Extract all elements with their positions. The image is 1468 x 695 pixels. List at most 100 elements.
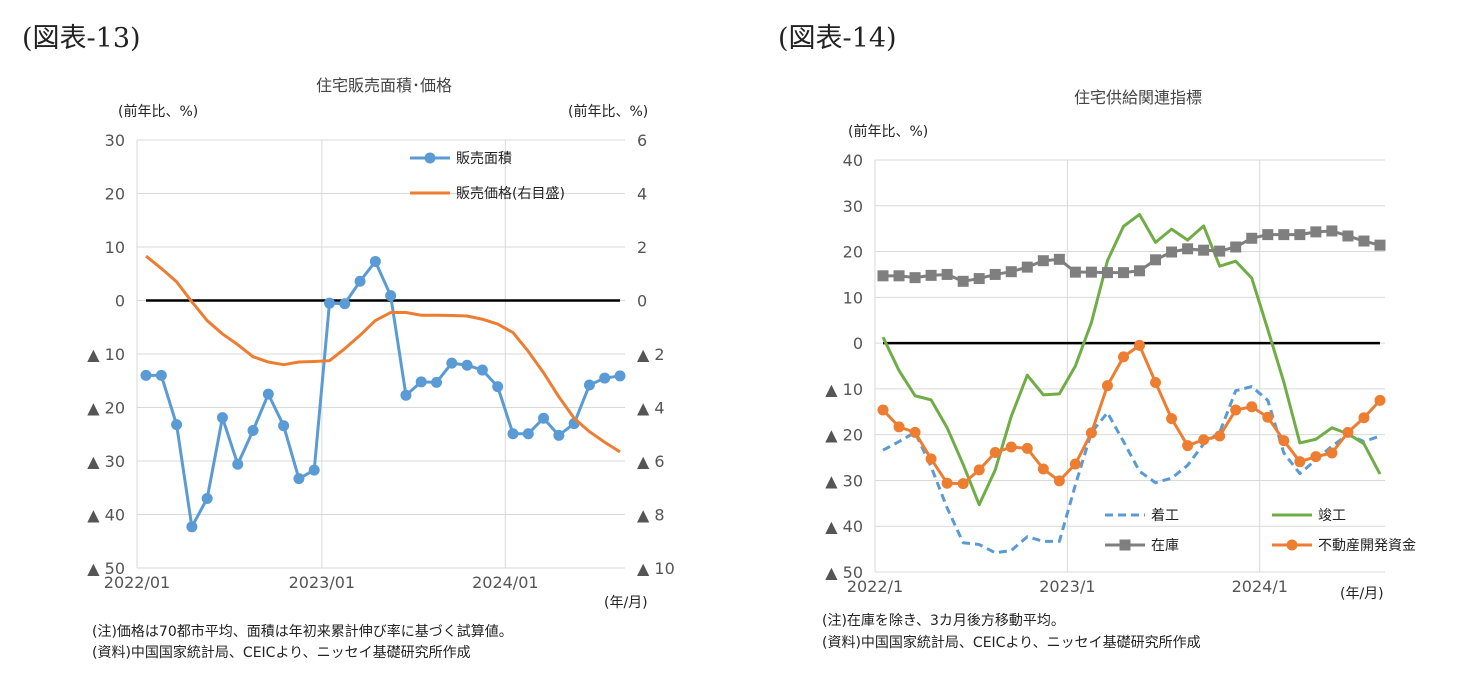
x-axis-label: (年/月) [604,595,648,611]
y-tick-label: ▲ 20 [87,399,125,418]
series-0 [140,255,626,533]
chart-title: 住宅供給関連指標 [1074,88,1202,107]
data-point [492,381,504,393]
x-tick-label: 2024/01 [472,573,538,592]
y-tick-label: ▲ 50 [87,559,125,578]
data-point [1150,376,1162,388]
legend-label: 販売価格(右目盛) [456,186,565,202]
chart-title: 住宅販売面積･価格 [316,76,452,95]
data-point [973,273,985,285]
data-point [909,426,921,438]
data-point [1005,441,1017,453]
data-point [247,425,259,437]
data-point [1021,261,1033,273]
note: (注)在庫を除き、3カ月後方移動平均。 [822,612,1065,629]
y-tick-label: 20 [843,243,863,262]
data-point [1101,380,1113,392]
data-point [323,297,335,309]
y-tick-label: 30 [105,131,125,150]
data-point [1286,539,1298,551]
data-point [476,364,488,376]
data-point [1310,451,1322,463]
y-tick-label: ▲ 50 [825,563,863,582]
data-point [909,272,921,284]
y-tick-label: ▲ 30 [825,471,863,490]
source: (資料)中国国家統計局、CEICより、ニッセイ基礎研究所作成 [92,644,471,661]
source: (資料)中国国家統計局、CEICより、ニッセイ基礎研究所作成 [822,634,1201,651]
data-point [522,428,534,440]
data-point [232,458,244,470]
data-point [538,412,550,424]
data-point [1021,442,1033,454]
y-right-tick-label: 6 [637,131,647,150]
y-right-tick-label: 0 [637,292,647,311]
legend-label: 着工 [1151,508,1179,524]
y-right-tick-label: ▲ 10 [637,559,675,578]
data-point [1053,253,1065,265]
data-point [155,369,167,381]
data-point [1182,243,1194,255]
data-point [1294,456,1306,468]
data-point [1342,230,1354,242]
y-right-tick-label: ▲ 8 [637,506,665,525]
data-point [400,389,412,401]
data-point [989,268,1001,280]
data-point [461,359,473,371]
series-line [882,385,1381,555]
data-point [877,270,889,282]
data-point [446,357,458,369]
x-tick-label: 2022/1 [847,577,903,596]
y-right-label: (前年比、%) [568,103,648,120]
data-point [1085,266,1097,278]
data-point [1134,339,1146,351]
legend-label: 不動産開発資金 [1318,538,1416,554]
data-point [354,275,366,287]
data-point [369,255,381,267]
data-point [201,492,213,504]
data-point [1358,412,1370,424]
data-point [614,370,626,382]
data-point [278,420,290,432]
data-point [1246,232,1258,244]
y-tick-label: 0 [115,292,125,311]
figure-label: (図表-14) [778,23,897,54]
series-0 [882,385,1381,555]
data-point [186,521,198,533]
y-left-label: (前年比、%) [118,103,198,120]
data-point [1310,226,1322,238]
x-tick-label: 2023/1 [1039,577,1095,596]
y-tick-label: 20 [105,185,125,204]
data-point [1374,394,1386,406]
legend-label: 竣工 [1318,508,1346,524]
data-point [1326,225,1338,237]
y-tick-label: ▲ 10 [87,345,125,364]
y-tick-label: ▲ 30 [87,452,125,471]
series-1 [881,212,1382,507]
data-point [216,412,228,424]
data-point [1119,539,1131,551]
data-point [308,464,320,476]
series-1 [145,254,621,454]
data-point [599,372,611,384]
data-point [1166,413,1178,425]
data-point [1294,229,1306,241]
series-line [881,343,1382,486]
data-point [507,428,519,440]
y-axis-label: (前年比、%) [848,123,928,140]
chart-13: (図表-13) 住宅販売面積･価格 (前年比、%) (前年比、%) 302010… [22,23,675,661]
data-point [1246,401,1258,413]
data-point [1037,255,1049,267]
data-point [1182,440,1194,452]
data-point [925,453,937,465]
data-point [1358,235,1370,247]
data-point [1166,246,1178,258]
data-point [1326,447,1338,459]
series-line [883,229,1381,283]
data-point [1101,267,1113,279]
data-point [1085,427,1097,439]
y-tick-label: 40 [843,151,863,170]
data-point [1230,241,1242,253]
y-tick-label: 10 [105,238,125,257]
y-tick-label: ▲ 40 [825,517,863,536]
